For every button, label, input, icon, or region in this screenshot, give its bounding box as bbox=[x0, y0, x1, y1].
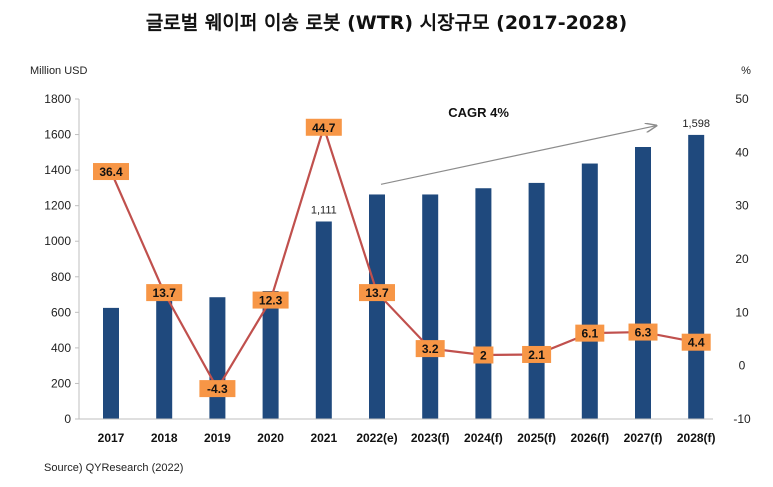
line-series bbox=[109, 123, 697, 391]
line-label-text: 2.1 bbox=[528, 348, 545, 362]
right-tick-label: -10 bbox=[733, 412, 751, 426]
x-tick-label: 2028(f) bbox=[677, 431, 716, 445]
line-label-box bbox=[359, 284, 395, 302]
line-label-box bbox=[522, 345, 552, 363]
line-data-label: -4.3 bbox=[199, 380, 236, 398]
x-tick-label: 2020 bbox=[257, 431, 284, 445]
left-tick-label: 1600 bbox=[44, 128, 71, 142]
line-label-box bbox=[252, 291, 289, 309]
line-data-label: 2 bbox=[473, 346, 494, 364]
cagr-annotation: CAGR 4% bbox=[380, 105, 656, 185]
bar bbox=[369, 194, 385, 419]
line-data-label: 2.1 bbox=[522, 345, 552, 363]
source-note: Source) QYResearch (2022) bbox=[44, 462, 184, 474]
bar bbox=[528, 182, 545, 419]
line-data-labels: 36.4 13.7 -4.3 12.3 44.7 13.7 3.2 2 2.1 6.1 6.3 4.4 bbox=[93, 118, 711, 398]
line-label-box bbox=[305, 118, 342, 136]
line-label-text: 4.4 bbox=[688, 336, 705, 350]
left-tick-label: 400 bbox=[51, 341, 71, 355]
x-axis: 2017 2018 2019 2020 2021 2022(e) 2023(f) 2024(f… bbox=[79, 418, 716, 445]
line-label-box bbox=[199, 380, 236, 398]
line-data-label: 13.7 bbox=[146, 284, 183, 302]
x-tick-label: 2023(f) bbox=[411, 431, 450, 445]
bar bbox=[103, 307, 119, 419]
growth-line bbox=[109, 123, 697, 391]
cagr-label: CAGR 4% bbox=[448, 105, 509, 120]
line-data-label: 12.3 bbox=[252, 291, 289, 309]
bar-series bbox=[103, 134, 705, 419]
bar-data-label: 1,598 bbox=[682, 118, 710, 130]
x-tick-label: 2022(e) bbox=[356, 431, 397, 445]
right-y-axis: -10 0 10 20 30 40 50 bbox=[733, 92, 751, 426]
bar bbox=[156, 291, 173, 419]
left-tick-label: 800 bbox=[51, 270, 71, 284]
line-label-text: 2 bbox=[480, 349, 487, 363]
line-label-text: 13.7 bbox=[153, 286, 177, 300]
x-tick-label: 2018 bbox=[151, 431, 178, 445]
right-axis-label: % bbox=[741, 65, 751, 77]
line-label-text: 3.2 bbox=[422, 342, 439, 356]
line-label-text: 6.1 bbox=[581, 327, 598, 341]
right-tick-label: 10 bbox=[735, 305, 749, 319]
line-label-text: 13.7 bbox=[365, 286, 389, 300]
bar bbox=[422, 194, 439, 419]
x-tick-label: 2026(f) bbox=[570, 431, 609, 445]
cagr-arrow bbox=[380, 126, 656, 185]
chart-title: 글로벌 웨이퍼 이송 로봇 (WTR) 시장규모 (2017-2028) bbox=[145, 12, 628, 34]
left-tick-label: 200 bbox=[51, 376, 71, 390]
left-tick-label: 1200 bbox=[44, 199, 71, 213]
line-label-text: 6.3 bbox=[635, 326, 652, 340]
line-data-label: 3.2 bbox=[415, 340, 445, 358]
line-label-text: -4.3 bbox=[207, 382, 228, 396]
line-label-text: 12.3 bbox=[259, 294, 283, 308]
line-label-box bbox=[146, 284, 183, 302]
right-tick-label: 50 bbox=[735, 92, 749, 106]
line-label-box bbox=[628, 323, 658, 341]
line-data-label: 6.1 bbox=[575, 324, 605, 342]
x-tick-label: 2025(f) bbox=[517, 431, 556, 445]
x-tick-label: 2024(f) bbox=[464, 431, 503, 445]
line-label-box bbox=[93, 163, 129, 181]
left-tick-label: 1800 bbox=[44, 92, 71, 106]
bar-data-labels: 1,111 1,598 bbox=[311, 118, 710, 217]
line-data-label: 44.7 bbox=[305, 118, 342, 136]
bar bbox=[475, 188, 492, 419]
bar-data-label: 1,111 bbox=[311, 204, 337, 216]
line-label-text: 36.4 bbox=[99, 165, 123, 179]
line-data-label: 4.4 bbox=[681, 333, 711, 351]
line-label-box bbox=[575, 324, 605, 342]
bar bbox=[581, 163, 598, 419]
x-tick-label: 2027(f) bbox=[624, 431, 663, 445]
line-label-text: 44.7 bbox=[312, 121, 336, 135]
right-tick-label: 30 bbox=[735, 199, 749, 213]
line-label-box bbox=[473, 346, 494, 364]
bar bbox=[209, 297, 226, 419]
line-label-box bbox=[681, 333, 711, 351]
x-tick-label: 2019 bbox=[204, 431, 231, 445]
right-tick-label: 0 bbox=[739, 359, 746, 373]
x-tick-label: 2017 bbox=[98, 431, 125, 445]
left-tick-label: 1000 bbox=[44, 234, 71, 248]
line-label-box bbox=[415, 340, 445, 358]
bar bbox=[315, 221, 332, 419]
bar bbox=[688, 134, 705, 419]
line-data-label: 6.3 bbox=[628, 323, 658, 341]
x-tick-label: 2021 bbox=[310, 431, 337, 445]
left-tick-label: 600 bbox=[51, 305, 71, 319]
right-tick-label: 20 bbox=[735, 252, 749, 266]
bar bbox=[262, 291, 279, 419]
line-data-label: 36.4 bbox=[93, 163, 129, 181]
left-y-axis: 0 200 400 600 800 1000 1200 1400 1600 1800 bbox=[44, 92, 80, 426]
left-tick-label: 1400 bbox=[44, 163, 71, 177]
right-tick-label: 40 bbox=[735, 145, 749, 159]
line-data-label: 13.7 bbox=[359, 284, 395, 302]
left-axis-label: Million USD bbox=[30, 65, 88, 77]
bar bbox=[635, 147, 651, 419]
left-tick-label: 0 bbox=[64, 412, 71, 426]
